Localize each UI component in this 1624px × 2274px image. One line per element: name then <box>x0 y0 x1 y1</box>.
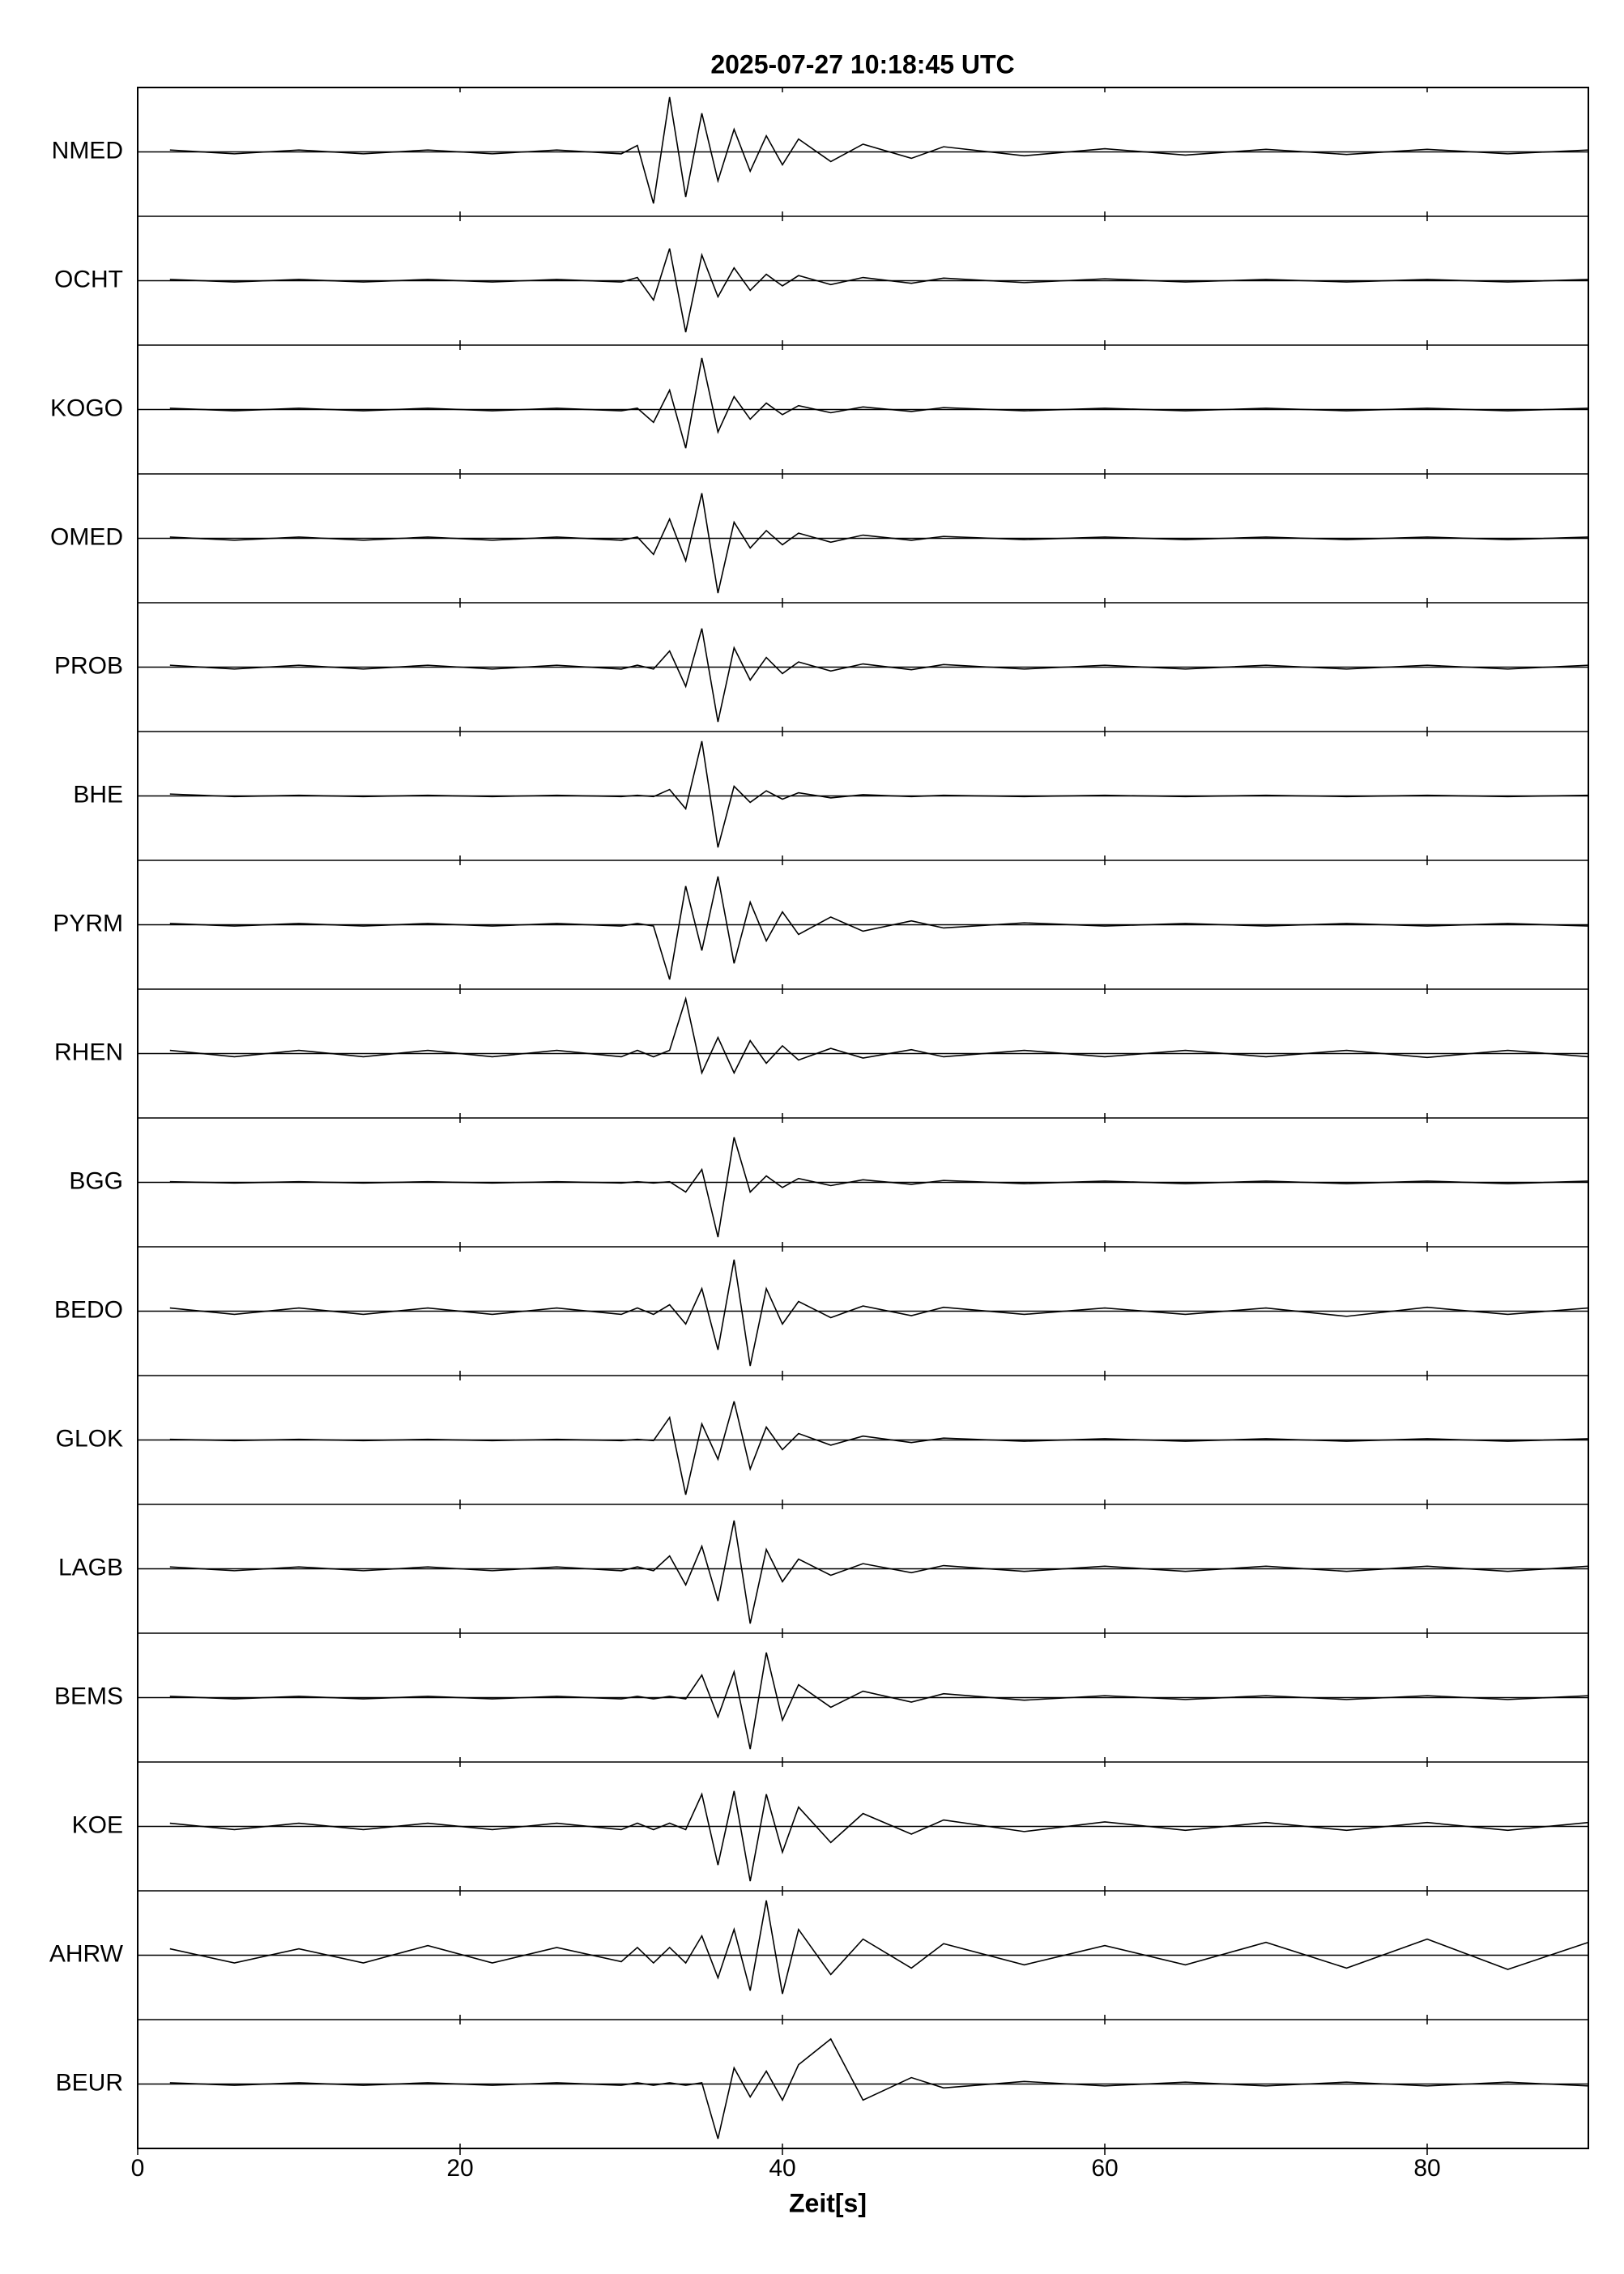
station-label: OCHT <box>54 266 123 292</box>
station-label: GLOK <box>56 1425 123 1452</box>
station-label: BEUR <box>56 2069 123 2096</box>
trace <box>169 357 1589 449</box>
trace <box>169 2037 1589 2140</box>
trace <box>169 996 1589 1075</box>
station-label: LAGB <box>58 1554 123 1581</box>
chart-title: 2025-07-27 10:18:45 UTC <box>710 49 1014 79</box>
trace <box>169 1137 1589 1238</box>
x-tick-label: 40 <box>769 2155 795 2182</box>
station-label: BHE <box>73 781 123 808</box>
station-label: BGG <box>69 1167 123 1194</box>
station-label: BEMS <box>54 1683 123 1709</box>
station-label: NMED <box>52 137 123 164</box>
station-label: KOGO <box>50 395 123 421</box>
station-label: KOE <box>72 1811 123 1838</box>
x-tick-label: 60 <box>1091 2155 1118 2182</box>
trace <box>169 1401 1589 1495</box>
station-label: AHRW <box>49 1940 124 1967</box>
trace <box>169 740 1589 848</box>
trace <box>169 1652 1589 1750</box>
station-label: PROB <box>54 652 123 679</box>
trace <box>169 1259 1589 1367</box>
station-label: BEDO <box>54 1296 123 1323</box>
x-tick-label: 20 <box>446 2155 473 2182</box>
trace <box>169 1520 1589 1624</box>
x-tick-label: 80 <box>1413 2155 1440 2182</box>
trace <box>169 1900 1589 1995</box>
trace <box>169 628 1589 723</box>
trace <box>169 876 1589 980</box>
trace <box>169 493 1589 594</box>
x-tick-label: 0 <box>131 2155 145 2182</box>
trace <box>169 248 1589 333</box>
station-label: OMED <box>50 523 123 550</box>
station-label: RHEN <box>54 1039 123 1065</box>
trace <box>169 96 1589 204</box>
x-axis-label: Zeit[s] <box>789 2188 867 2217</box>
plot-frame <box>137 87 1589 2149</box>
station-label: PYRM <box>53 910 123 936</box>
trace <box>169 1790 1589 1882</box>
